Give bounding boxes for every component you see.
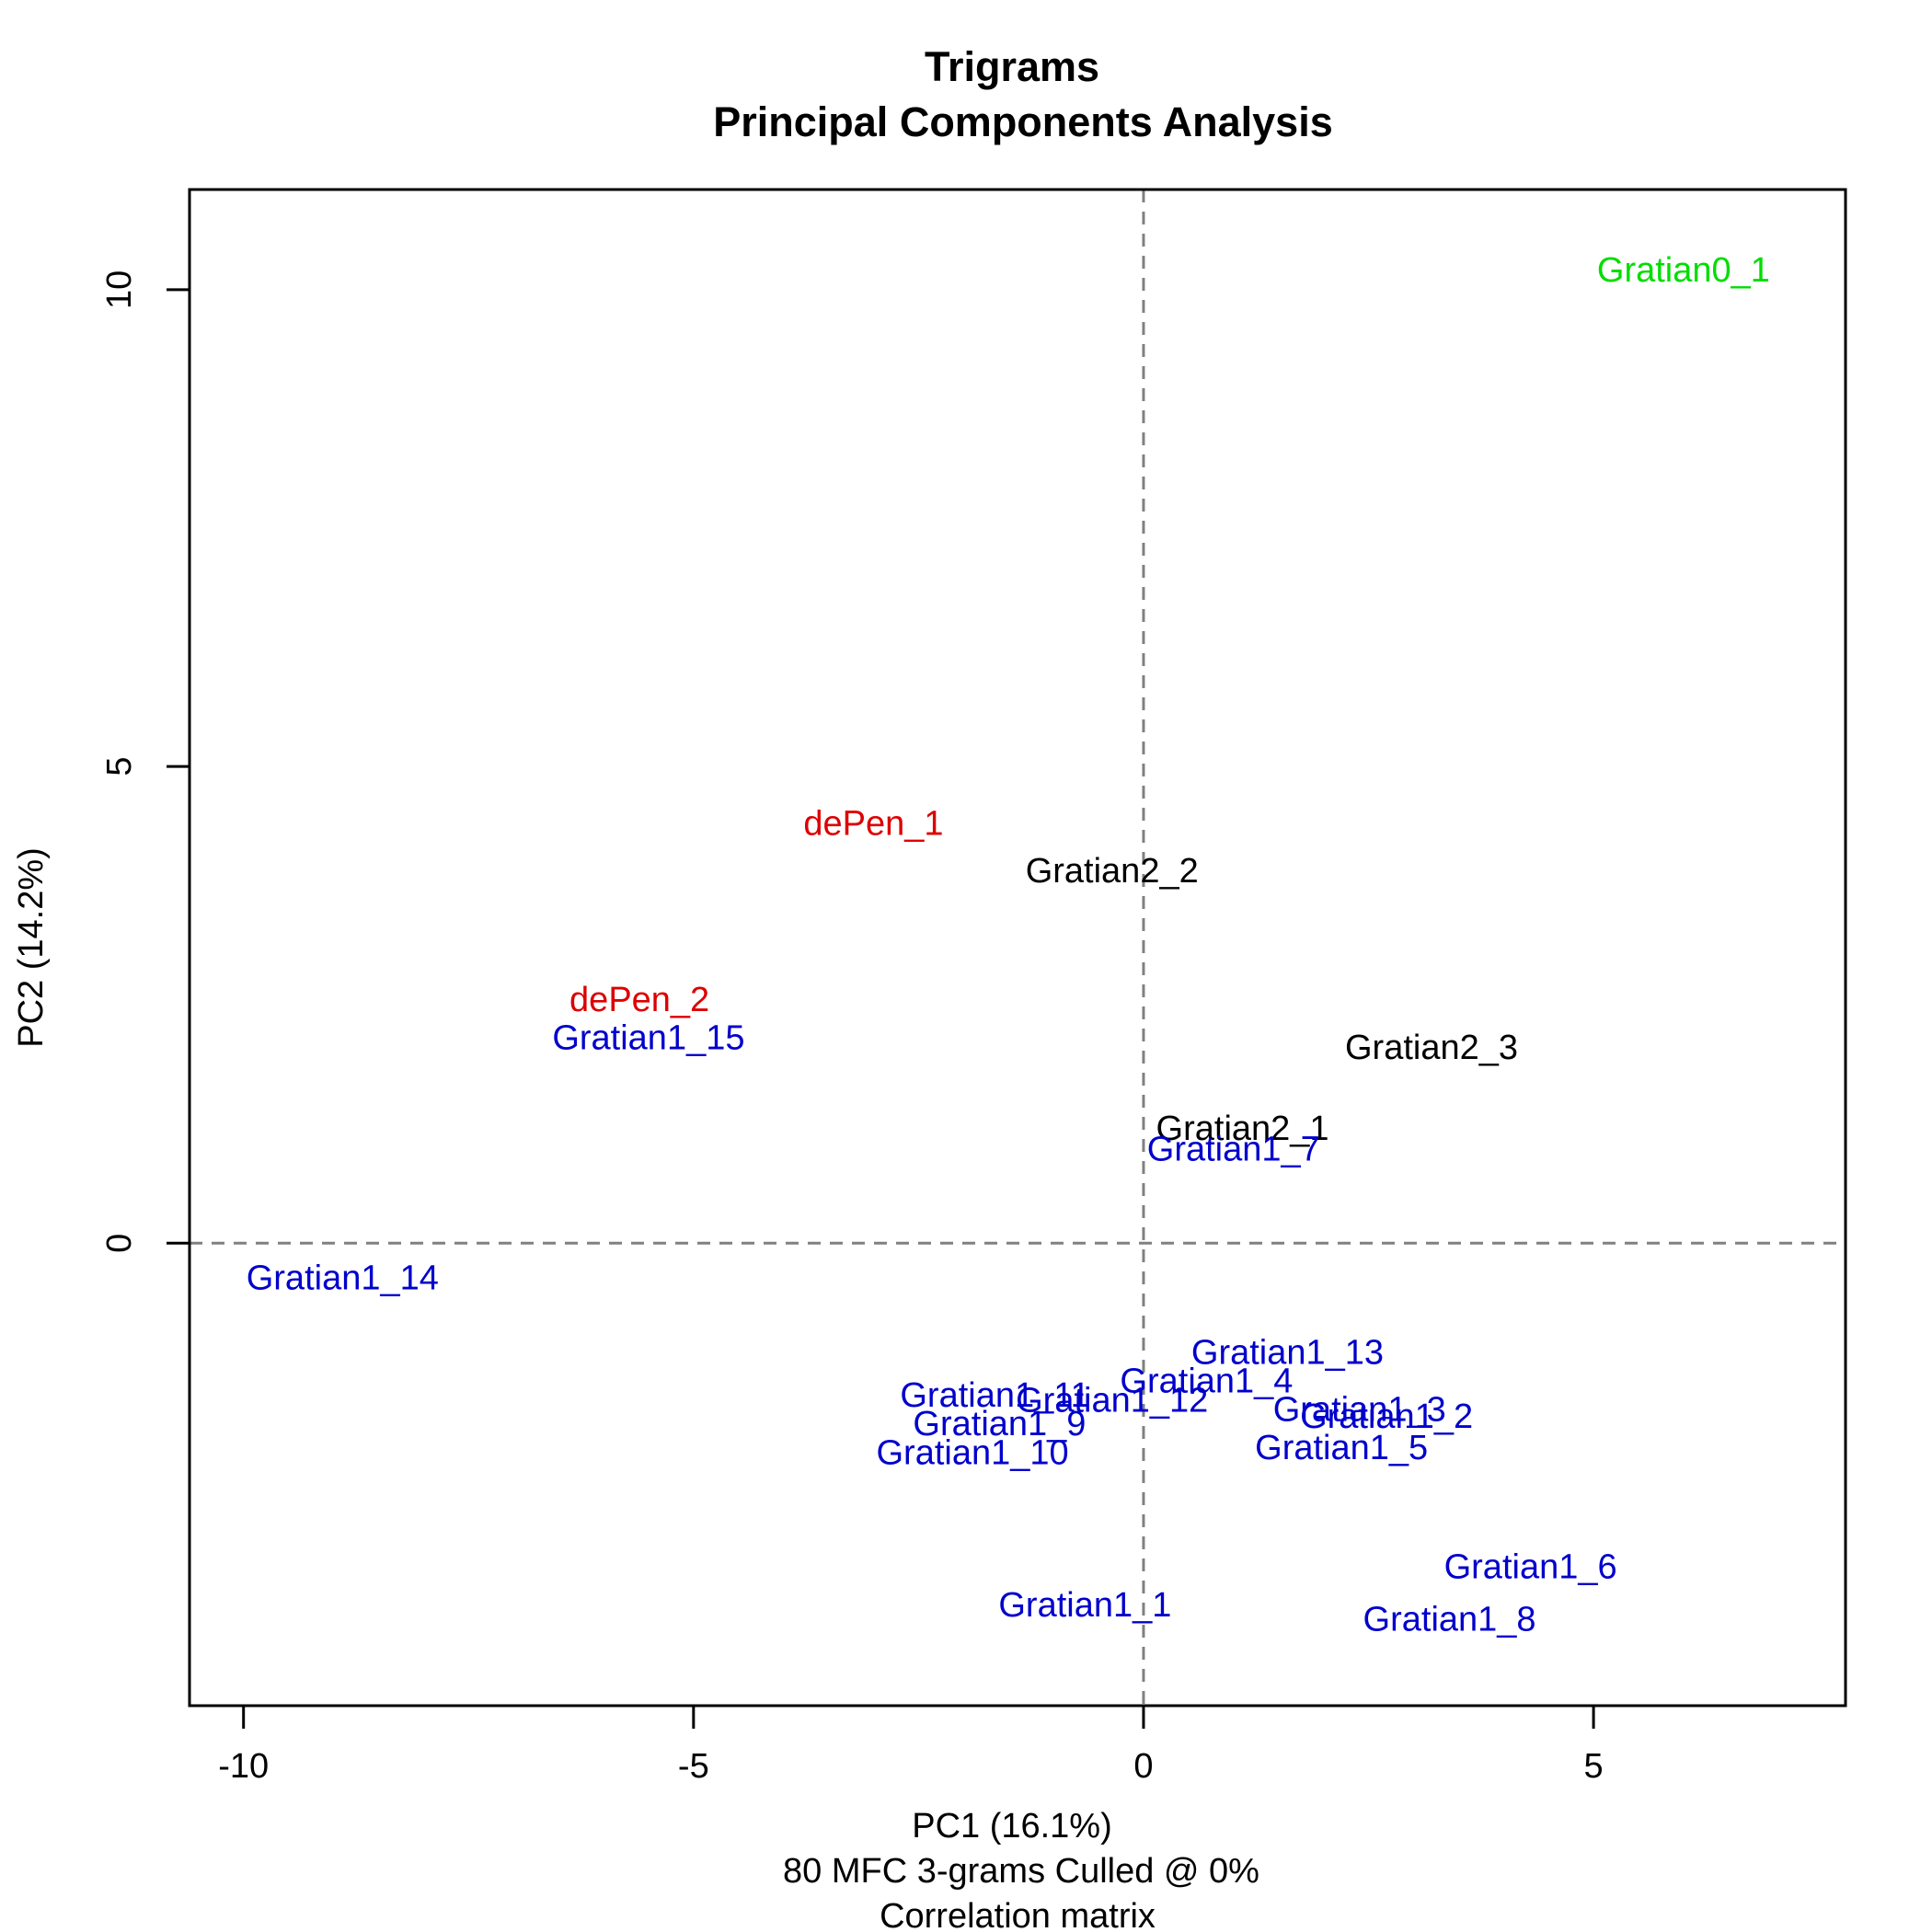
point-label: Gratian1_12 xyxy=(1016,1381,1208,1420)
x-tick-label: -10 xyxy=(218,1747,269,1786)
point-label: Gratian1_11 xyxy=(900,1376,1089,1415)
point-label: Gratian0_1 xyxy=(1597,251,1770,290)
x-axis: -10 -5 0 5 xyxy=(218,1704,1604,1786)
point-label: Gratian1_14 xyxy=(247,1259,439,1298)
point-label: Gratian1_15 xyxy=(552,1018,744,1057)
point-label: Gratian1_5 xyxy=(1255,1429,1428,1467)
y-axis: 0 5 10 xyxy=(100,270,191,1253)
point-label: dePen_1 xyxy=(803,804,943,843)
point-label: Gratian2_2 xyxy=(1026,852,1199,891)
x-tick-label: 0 xyxy=(1133,1747,1153,1786)
point-label: Gratian2_3 xyxy=(1345,1029,1518,1067)
y-tick-label: 5 xyxy=(100,756,139,776)
point-label: Gratian1_9 xyxy=(913,1405,1086,1443)
y-tick-label: 10 xyxy=(100,270,139,309)
chart-title: Trigrams xyxy=(925,43,1099,90)
caption-line-1: 80 MFC 3-grams Culled @ 0% xyxy=(783,1852,1259,1891)
point-label: Gratian1_2 xyxy=(1300,1397,1473,1436)
point-label: Gratian1_6 xyxy=(1444,1548,1617,1587)
point-label: Gratian1_10 xyxy=(877,1433,1069,1472)
x-tick-label: -5 xyxy=(678,1747,709,1786)
point-label: Gratian1_13 xyxy=(1191,1334,1384,1373)
point-label: dePen_2 xyxy=(569,981,709,1019)
x-tick-label: 5 xyxy=(1584,1747,1604,1786)
y-axis-label: PC2 (14.2%) xyxy=(12,847,51,1048)
point-label: Gratian1_3 xyxy=(1273,1391,1446,1430)
caption-line-2: Correlation matrix xyxy=(880,1897,1156,1932)
reference-lines xyxy=(190,190,1846,1706)
chart-subtitle: Principal Components Analysis xyxy=(713,98,1332,145)
y-tick-label: 0 xyxy=(100,1234,139,1253)
point-labels: Gratian0_1dePen_1Gratian2_2dePen_2Gratia… xyxy=(247,251,1770,1639)
point-label: Gratian1_8 xyxy=(1363,1601,1536,1639)
point-label: Gratian1_4 xyxy=(1120,1363,1293,1401)
point-label: Gratian2_1 xyxy=(1156,1110,1329,1148)
point-label: Gratian1_1 xyxy=(998,1586,1171,1625)
point-label: Gratian1_7 xyxy=(1147,1131,1320,1169)
x-axis-label: PC1 (16.1%) xyxy=(912,1807,1112,1846)
